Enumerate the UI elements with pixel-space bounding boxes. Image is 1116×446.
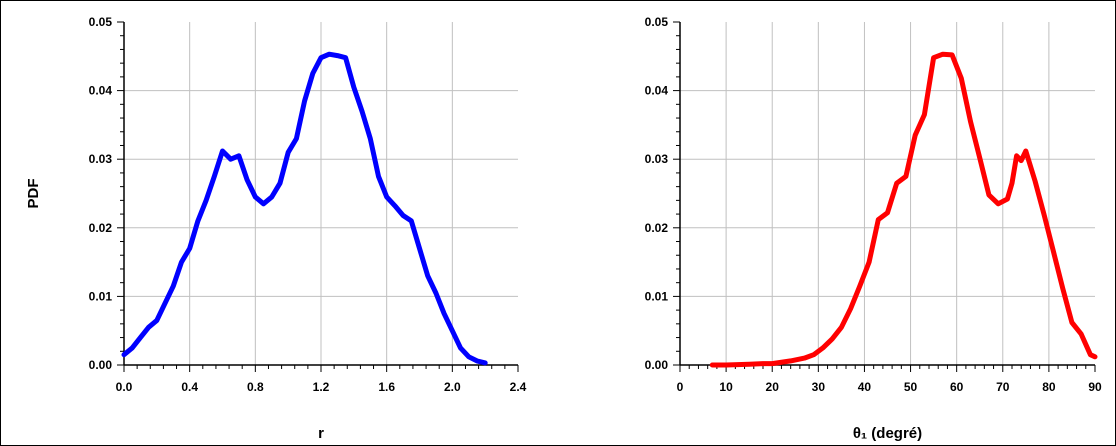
y-tick-label: 0.02 xyxy=(89,221,113,235)
chart-panel-1: 0.0 0.4 0.8 1.2 1.6 2.0 2.4 0.00 0.01 0.02 0.03 0.0… xyxy=(25,15,527,442)
x-tick-label: 90 xyxy=(1088,380,1102,394)
x-tick-label: 0.8 xyxy=(247,380,264,394)
y-tick-label: 0.00 xyxy=(645,358,669,372)
y-tick-label: 0.00 xyxy=(89,358,113,372)
y-tick-label: 0.05 xyxy=(645,15,669,29)
x-tick-label: 30 xyxy=(812,380,826,394)
y-tick-label: 0.03 xyxy=(645,152,669,166)
y-tick-label: 0.03 xyxy=(89,152,113,166)
series-line-1 xyxy=(709,51,1098,368)
x-tick-label: 20 xyxy=(766,380,780,394)
x-tick-label: 2.4 xyxy=(510,380,527,394)
x-tick-label: 10 xyxy=(719,380,733,394)
x-tick-label: 1.6 xyxy=(378,380,395,394)
series-line-1 xyxy=(121,51,488,366)
chart-panel-2: 0 10 20 30 40 50 60 70 80 90 0.00 0.01 0.02 0.03 0.04 0… xyxy=(645,15,1102,442)
x-tick-label: 0 xyxy=(677,380,684,394)
x-tick-label: 1.2 xyxy=(313,380,330,394)
x-tick-label: 2.0 xyxy=(444,380,461,394)
x-tick-label: 50 xyxy=(904,380,918,394)
x-tick-label: 40 xyxy=(858,380,872,394)
x-tick-label: 0.0 xyxy=(116,380,133,394)
y-tick-label: 0.04 xyxy=(645,84,669,98)
x-axis-title: r xyxy=(318,425,324,442)
y-tick-label: 0.04 xyxy=(89,84,113,98)
x-axis-title: θ₁ (degré) xyxy=(853,425,922,442)
y-axis-title: PDF xyxy=(25,179,42,209)
x-tick-label: 0.4 xyxy=(181,380,198,394)
y-tick-label: 0.02 xyxy=(645,221,669,235)
x-tick-label: 80 xyxy=(1042,380,1056,394)
y-tick-label: 0.01 xyxy=(645,289,669,303)
x-tick-label: 70 xyxy=(996,380,1010,394)
x-tick-label: 60 xyxy=(950,380,964,394)
y-tick-label: 0.01 xyxy=(89,289,113,303)
y-tick-label: 0.05 xyxy=(89,15,113,29)
